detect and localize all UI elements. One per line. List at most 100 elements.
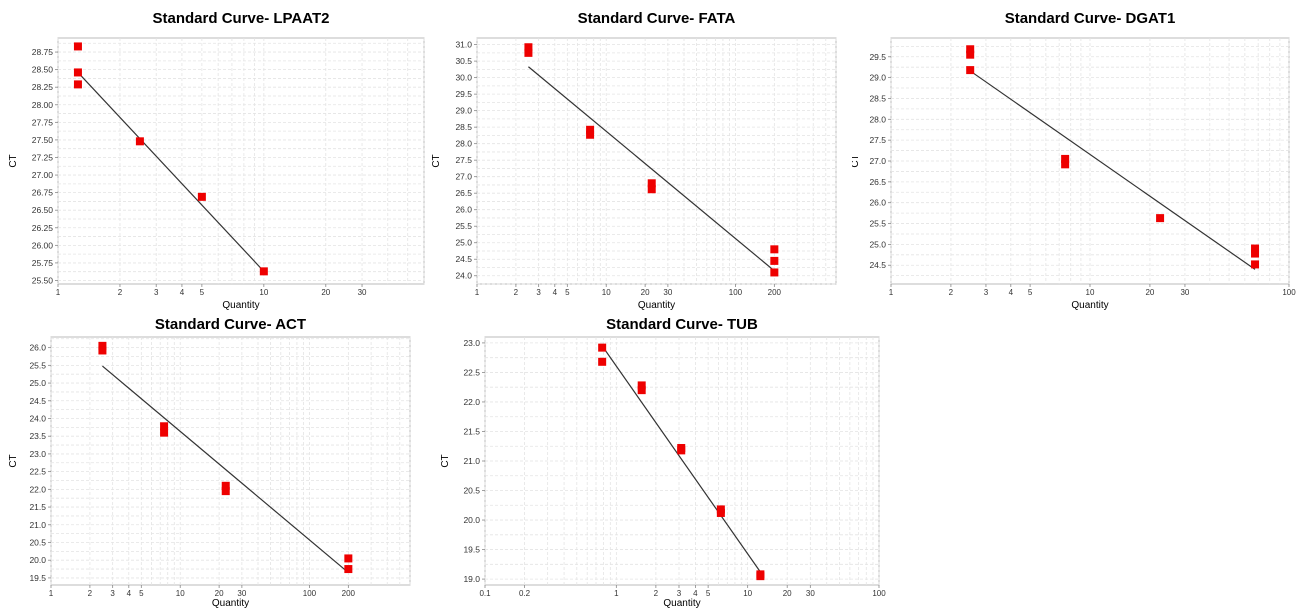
data-point	[160, 429, 168, 437]
y-tick-label: 21.5	[29, 502, 46, 512]
y-axis-title: CT	[8, 454, 19, 467]
x-tick-label: 100	[1282, 288, 1296, 297]
data-point	[1251, 260, 1259, 268]
y-tick-label: 21.5	[463, 426, 480, 436]
x-tick-label: 2	[654, 589, 659, 598]
x-tick-label: 4	[693, 589, 698, 598]
y-tick-label: 25.0	[869, 239, 886, 249]
y-tick-label: 23.0	[463, 338, 480, 348]
data-point	[586, 131, 594, 139]
x-tick-label: 5	[139, 589, 144, 598]
y-tick-label: 27.75	[32, 117, 54, 127]
x-tick-label: 10	[259, 288, 268, 297]
y-tick-label: 27.50	[32, 135, 54, 145]
x-tick-label: 4	[180, 288, 185, 297]
x-axis-title: Quantity	[663, 598, 700, 608]
x-tick-label: 20	[783, 589, 792, 598]
x-tick-label: 30	[806, 589, 815, 598]
x-tick-label: 3	[110, 589, 115, 598]
y-tick-label: 25.50	[32, 275, 54, 285]
data-point	[966, 51, 974, 59]
data-point	[638, 386, 646, 394]
x-axis-title: Quantity	[212, 598, 249, 608]
x-tick-label: 100	[872, 589, 886, 598]
y-tick-label: 28.75	[32, 47, 54, 57]
x-tick-label: 2	[118, 288, 123, 297]
y-tick-label: 25.0	[455, 238, 472, 248]
data-point	[98, 346, 106, 354]
y-axis-title: CT	[852, 154, 861, 167]
x-tick-label: 5	[200, 288, 205, 297]
x-tick-label: 200	[768, 288, 782, 297]
x-tick-label: 4	[1009, 288, 1014, 297]
x-tick-label: 4	[553, 288, 558, 297]
data-point	[198, 193, 206, 201]
y-tick-label: 29.0	[869, 73, 886, 83]
x-tick-label: 5	[1028, 288, 1033, 297]
y-tick-label: 22.5	[463, 367, 480, 377]
data-point	[598, 358, 606, 366]
x-tick-label: 200	[342, 589, 356, 598]
data-point	[344, 565, 352, 573]
data-point	[770, 268, 778, 276]
x-axis-title: Quantity	[1071, 300, 1108, 311]
chart-act: Standard Curve- ACT1 2 3 4 5 10 20 30 100 20019.5…	[0, 310, 426, 608]
data-point	[717, 509, 725, 517]
chart-lpaat2: Standard Curve- LPAAT21 2 3 4 5 10 20 3025.5025…	[0, 0, 426, 312]
y-tick-label: 28.00	[32, 100, 54, 110]
y-tick-label: 30.5	[455, 56, 472, 66]
y-tick-label: 26.50	[32, 205, 54, 215]
x-tick-label: 30	[1180, 288, 1189, 297]
y-axis-title: CT	[431, 154, 442, 167]
y-tick-label: 31.0	[455, 40, 472, 50]
y-tick-label: 19.0	[463, 574, 480, 584]
y-tick-label: 29.5	[455, 89, 472, 99]
y-tick-label: 28.25	[32, 82, 54, 92]
x-tick-label: 20	[641, 288, 650, 297]
y-tick-label: 27.5	[455, 155, 472, 165]
chart-title: Standard Curve- LPAAT2	[153, 10, 330, 27]
data-point	[136, 137, 144, 145]
y-tick-label: 26.0	[869, 198, 886, 208]
y-tick-label: 19.5	[29, 573, 46, 583]
data-point	[524, 49, 532, 57]
y-tick-label: 28.5	[455, 122, 472, 132]
y-tick-label: 24.5	[29, 396, 46, 406]
x-tick-label: 3	[154, 288, 159, 297]
y-tick-label: 26.0	[455, 205, 472, 215]
chart-tub: Standard Curve- TUB0.1 0.2 1 2 3 4 5 10 20 30 1001…	[426, 310, 886, 608]
y-tick-label: 23.5	[29, 431, 46, 441]
x-tick-label: 10	[602, 288, 611, 297]
x-tick-label: 20	[1145, 288, 1154, 297]
y-tick-label: 25.5	[29, 360, 46, 370]
y-tick-label: 22.0	[29, 484, 46, 494]
y-tick-label: 27.0	[869, 156, 886, 166]
x-tick-label: 30	[663, 288, 672, 297]
x-tick-label: 10	[1086, 288, 1095, 297]
x-tick-label: 100	[303, 589, 317, 598]
y-tick-label: 27.25	[32, 152, 54, 162]
x-tick-label: 5	[706, 589, 711, 598]
y-tick-label: 22.5	[29, 467, 46, 477]
x-tick-label: 30	[358, 288, 367, 297]
x-tick-label: 30	[237, 589, 246, 598]
y-axis-title: CT	[8, 154, 19, 167]
y-tick-label: 20.5	[29, 537, 46, 547]
y-tick-label: 24.0	[29, 413, 46, 423]
chart-dgat1: Standard Curve- DGAT1 1 2 3 4 5 10 20 30 100 24.5 2…	[852, 0, 1298, 312]
chart-fata: Standard Curve- FATA1 2 3 4 5 10 20 30 100 20024.…	[426, 0, 852, 312]
y-tick-label: 24.5	[455, 254, 472, 264]
y-tick-label: 28.0	[869, 114, 886, 124]
x-tick-label: 5	[565, 288, 570, 297]
x-tick-label: 1	[56, 288, 61, 297]
data-point	[770, 257, 778, 265]
x-tick-label: 1	[49, 589, 54, 598]
x-tick-label: 3	[677, 589, 682, 598]
data-point	[74, 68, 82, 76]
y-tick-label: 22.0	[463, 397, 480, 407]
data-point	[222, 487, 230, 495]
y-tick-label: 23.0	[29, 449, 46, 459]
data-point	[598, 344, 606, 352]
y-tick-label: 24.5	[869, 260, 886, 270]
data-point	[74, 80, 82, 88]
